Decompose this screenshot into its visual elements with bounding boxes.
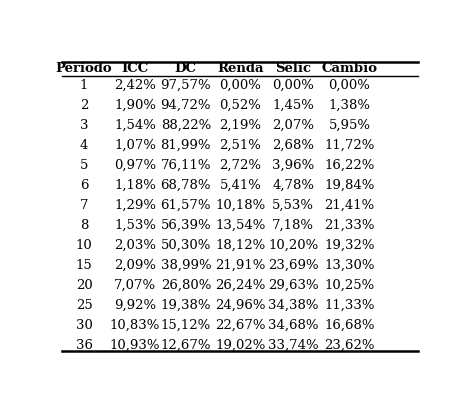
Text: 24,96%: 24,96% [215,299,265,312]
Text: DC: DC [175,62,197,75]
Text: 38,99%: 38,99% [160,259,211,272]
Text: 1,38%: 1,38% [328,99,371,112]
Text: 2,03%: 2,03% [114,239,156,252]
Text: 88,22%: 88,22% [161,119,211,132]
Text: 1,90%: 1,90% [114,99,156,112]
Text: 1,18%: 1,18% [114,179,156,192]
Text: 12,67%: 12,67% [160,339,211,352]
Text: 18,12%: 18,12% [215,239,265,252]
Text: 3,96%: 3,96% [272,159,314,172]
Text: 2,68%: 2,68% [272,139,314,152]
Text: 10: 10 [76,239,92,252]
Text: 21,33%: 21,33% [324,219,375,232]
Text: 2,09%: 2,09% [114,259,156,272]
Text: 23,69%: 23,69% [268,259,318,272]
Text: 7,18%: 7,18% [272,219,314,232]
Text: 0,00%: 0,00% [272,79,314,92]
Text: 2,19%: 2,19% [219,119,261,132]
Text: 1,07%: 1,07% [114,139,156,152]
Text: 0,97%: 0,97% [114,159,156,172]
Text: 36: 36 [76,339,92,352]
Text: 16,68%: 16,68% [324,319,375,332]
Text: 13,54%: 13,54% [215,219,265,232]
Text: 10,83%: 10,83% [110,319,160,332]
Text: 5,53%: 5,53% [272,199,314,212]
Text: 26,80%: 26,80% [161,279,211,292]
Text: 0,00%: 0,00% [219,79,261,92]
Text: 11,33%: 11,33% [324,299,375,312]
Text: 20: 20 [76,279,92,292]
Text: 29,63%: 29,63% [268,279,318,292]
Text: 1,53%: 1,53% [114,219,156,232]
Text: 2,51%: 2,51% [219,139,261,152]
Text: 34,38%: 34,38% [268,299,318,312]
Text: 16,22%: 16,22% [324,159,375,172]
Text: 81,99%: 81,99% [160,139,211,152]
Text: 21,91%: 21,91% [215,259,265,272]
Text: Selic: Selic [275,62,311,75]
Text: 5,95%: 5,95% [328,119,371,132]
Text: 4: 4 [80,139,88,152]
Text: 15: 15 [76,259,92,272]
Text: 19,38%: 19,38% [160,299,211,312]
Text: 26,24%: 26,24% [215,279,265,292]
Text: 1,29%: 1,29% [114,199,156,212]
Text: 2,42%: 2,42% [114,79,156,92]
Text: 21,41%: 21,41% [324,199,375,212]
Text: Câmbio: Câmbio [321,62,378,75]
Text: 2,07%: 2,07% [272,119,314,132]
Text: 1: 1 [80,79,88,92]
Text: 2,72%: 2,72% [219,159,261,172]
Text: 3: 3 [80,119,88,132]
Text: Período: Período [56,62,113,75]
Text: 9,92%: 9,92% [114,299,156,312]
Text: 8: 8 [80,219,88,232]
Text: 10,93%: 10,93% [110,339,160,352]
Text: 56,39%: 56,39% [160,219,211,232]
Text: Renda: Renda [217,62,264,75]
Text: 4,78%: 4,78% [272,179,314,192]
Text: 1,45%: 1,45% [272,99,314,112]
Text: 10,18%: 10,18% [215,199,265,212]
Text: 0,52%: 0,52% [219,99,261,112]
Text: 19,32%: 19,32% [324,239,375,252]
Text: 34,68%: 34,68% [268,319,318,332]
Text: 97,57%: 97,57% [160,79,211,92]
Text: 76,11%: 76,11% [160,159,211,172]
Text: 68,78%: 68,78% [160,179,211,192]
Text: 10,20%: 10,20% [268,239,318,252]
Text: 5,41%: 5,41% [219,179,261,192]
Text: ICC: ICC [121,62,149,75]
Text: 6: 6 [80,179,88,192]
Text: 1,54%: 1,54% [114,119,156,132]
Text: 61,57%: 61,57% [160,199,211,212]
Text: 22,67%: 22,67% [215,319,265,332]
Text: 2: 2 [80,99,88,112]
Text: 33,74%: 33,74% [268,339,318,352]
Text: 5: 5 [80,159,88,172]
Text: 94,72%: 94,72% [160,99,211,112]
Text: 7: 7 [80,199,88,212]
Text: 13,30%: 13,30% [324,259,375,272]
Text: 23,62%: 23,62% [324,339,375,352]
Text: 30: 30 [76,319,92,332]
Text: 50,30%: 50,30% [161,239,211,252]
Text: 19,02%: 19,02% [215,339,265,352]
Text: 0,00%: 0,00% [328,79,371,92]
Text: 10,25%: 10,25% [324,279,375,292]
Text: 11,72%: 11,72% [324,139,375,152]
Text: 7,07%: 7,07% [114,279,156,292]
Text: 15,12%: 15,12% [161,319,211,332]
Text: 25: 25 [76,299,92,312]
Text: 19,84%: 19,84% [324,179,375,192]
